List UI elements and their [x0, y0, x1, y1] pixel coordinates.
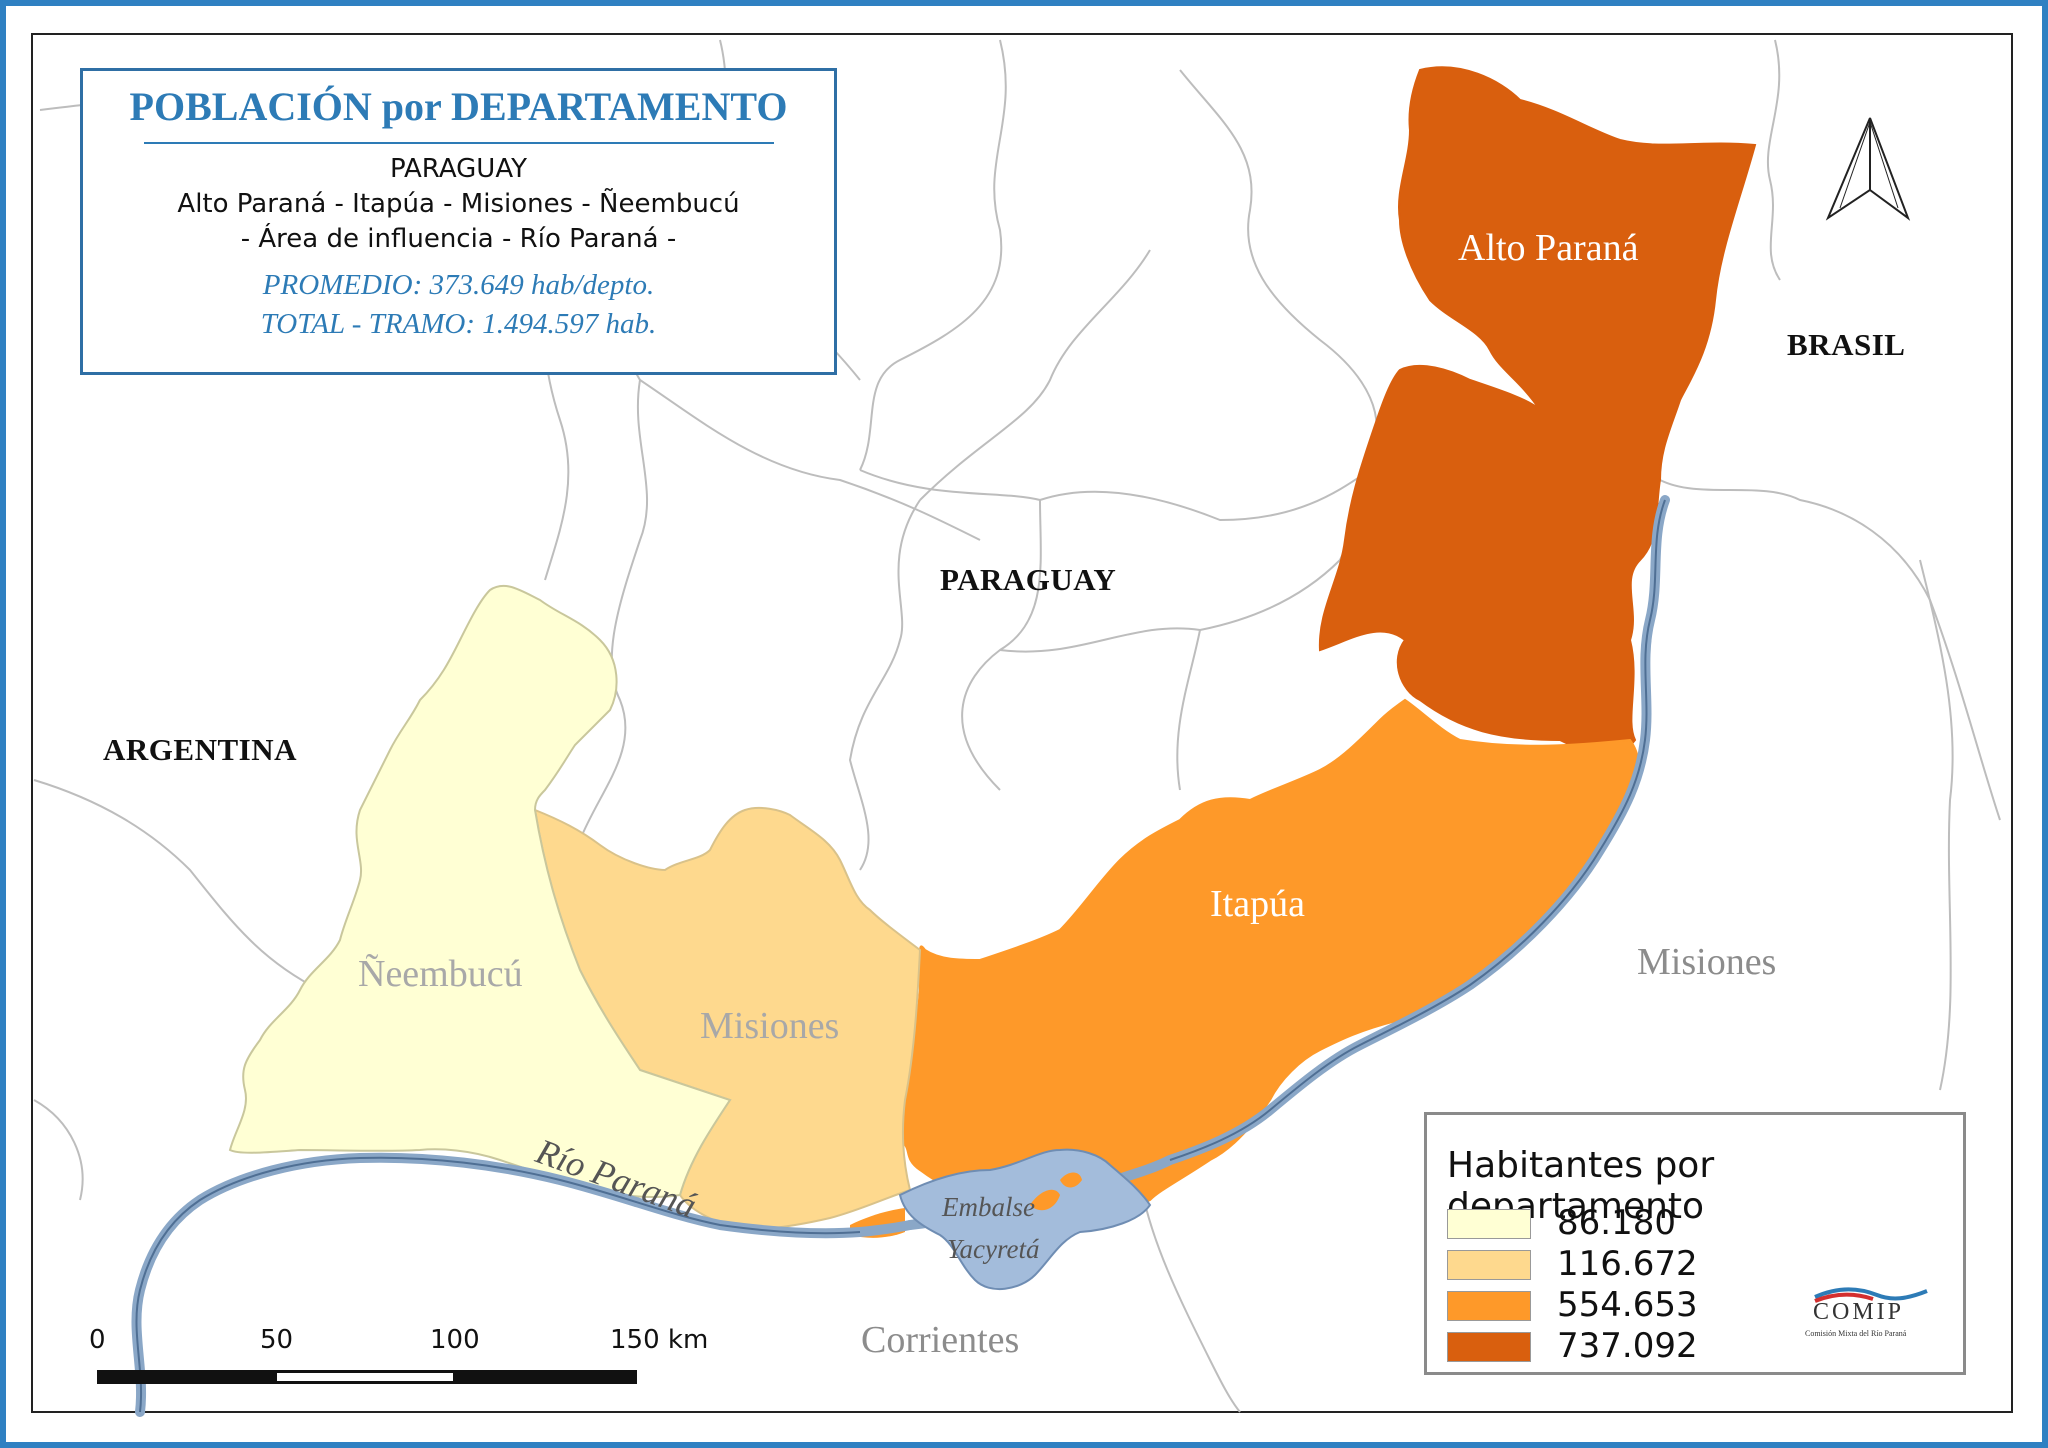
total-stat: TOTAL - TRAMO: 1.494.597 hab. — [260, 308, 657, 340]
legend-swatch — [1447, 1250, 1531, 1280]
average-stat: PROMEDIO: 373.649 hab/depto. — [262, 269, 655, 301]
subtitle-country: PARAGUAY — [390, 154, 527, 184]
dept-neembucu — [228, 584, 732, 1199]
subtitle-departments: Alto Paraná - Itapúa - Misiones - Ñeembu… — [177, 189, 740, 219]
label-brasil: BRASIL — [1787, 327, 1906, 362]
legend-label: 554.653 — [1557, 1285, 1698, 1325]
rio-parana-banks — [135, 499, 1666, 1413]
title-box: POBLACIÓN por DEPARTAMENTO PARAGUAY Alto… — [80, 68, 837, 375]
legend: Habitantes por departamento 86.180 116.6… — [1424, 1112, 1966, 1375]
label-corrientes: Corrientes — [861, 1319, 1020, 1361]
scale-label-0: 0 — [89, 1325, 106, 1355]
dept-alto-parana — [1318, 66, 1757, 756]
comip-logo: COMIP Comisión Mixta del Río Paraná — [1797, 1285, 1947, 1355]
north-arrow-icon — [1825, 117, 1911, 221]
scale-label-150: 150 km — [610, 1325, 709, 1355]
scale-label-100: 100 — [430, 1325, 480, 1355]
legend-swatch — [1447, 1209, 1531, 1239]
label-misiones-ar: Misiones — [1637, 941, 1777, 983]
label-yacyreta: Yacyretá — [947, 1234, 1040, 1264]
comip-wave-icon — [1814, 1287, 1928, 1303]
scale-bar — [97, 1370, 637, 1384]
itapua-island-2 — [1060, 1172, 1082, 1188]
legend-swatch — [1447, 1291, 1531, 1321]
title-divider — [143, 142, 774, 144]
itapua-island — [1030, 1189, 1060, 1211]
comip-name: COMIP — [1813, 1299, 1905, 1325]
label-paraguay: PARAGUAY — [940, 562, 1117, 597]
legend-label: 86.180 — [1557, 1203, 1676, 1243]
label-argentina: ARGENTINA — [103, 732, 297, 767]
comip-subtitle: Comisión Mixta del Río Paraná — [1805, 1329, 1907, 1338]
label-alto-parana: Alto Paraná — [1458, 227, 1639, 269]
map-title: POBLACIÓN por DEPARTAMENTO — [129, 84, 788, 129]
label-neembucu: Ñeembucú — [358, 953, 523, 995]
legend-label: 737.092 — [1557, 1326, 1698, 1366]
scale-label-50: 50 — [260, 1325, 294, 1355]
embalse-yacyreta — [898, 1148, 1152, 1291]
legend-swatch — [1447, 1332, 1531, 1362]
label-misiones-py: Misiones — [700, 1005, 840, 1047]
label-itapua: Itapúa — [1210, 883, 1305, 925]
legend-label: 116.672 — [1557, 1244, 1698, 1284]
label-embalse: Embalse — [942, 1192, 1035, 1222]
subtitle-area: - Área de influencia - Río Paraná - — [240, 224, 677, 254]
